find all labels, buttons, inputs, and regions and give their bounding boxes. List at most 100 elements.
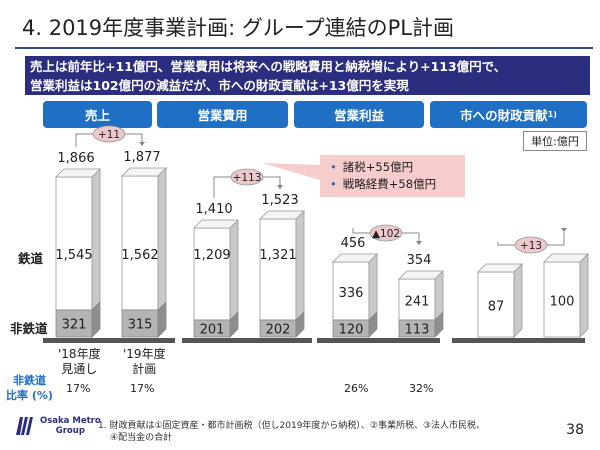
delta-label: +113 bbox=[233, 172, 262, 184]
header-fiscal-contribution: 市への財政貢献 1) bbox=[430, 101, 587, 128]
rail-value-label: 1,209 bbox=[193, 248, 230, 263]
bar-rail-segment bbox=[55, 176, 93, 311]
x-label-fy18-line1: '18年度 bbox=[58, 347, 101, 361]
header-op-profit-label: 営業利益 bbox=[333, 108, 384, 123]
rail-value-label: 1,562 bbox=[121, 248, 158, 263]
bar-rail-side bbox=[579, 253, 589, 338]
delta-bubble bbox=[230, 168, 264, 186]
summary-box: 売上は前年比+11億円、営業費用は将来への戦略費用と納税増により+113億円で、… bbox=[25, 56, 590, 95]
delta-bubble bbox=[92, 125, 126, 143]
bar-top-face bbox=[477, 263, 523, 273]
total-value-label: 1,410 bbox=[195, 202, 232, 217]
row-label-nonrail: 非鉄道 bbox=[10, 321, 48, 336]
bar-top-face bbox=[55, 168, 101, 178]
rail-value-label: 241 bbox=[405, 295, 430, 310]
total-value-label: 1,877 bbox=[123, 150, 160, 165]
ground-line bbox=[317, 338, 440, 343]
x-label-fy18: '18年度 見通し bbox=[58, 347, 101, 377]
header-op-profit: 営業利益 bbox=[294, 101, 424, 128]
ratio-label-line2: 比率 (%) bbox=[6, 389, 53, 402]
bar-rail-segment bbox=[332, 261, 370, 321]
header-opex-label: 営業費用 bbox=[197, 108, 248, 123]
bar-rail-side bbox=[295, 210, 305, 321]
bar-top-face bbox=[332, 253, 378, 263]
ratio-profit-fy18: 26% bbox=[344, 382, 369, 395]
nonrail-value-label: 315 bbox=[128, 318, 153, 333]
total-value-label: 354 bbox=[407, 253, 432, 268]
x-label-fy19-line1: '19年度 bbox=[123, 347, 166, 361]
ratio-label-line1: 非鉄道 bbox=[12, 374, 46, 387]
ratio-sales-fy19: 17% bbox=[130, 382, 155, 395]
unit-label: 単位:億円 bbox=[523, 131, 587, 151]
nonrail-value-label: 202 bbox=[266, 323, 291, 338]
rail-value-label: 1,321 bbox=[259, 248, 296, 263]
bar-rail-side bbox=[157, 167, 167, 311]
ratio-sales-fy18: 17% bbox=[66, 382, 91, 395]
bar-rail-segment bbox=[121, 175, 159, 311]
ground-line bbox=[43, 338, 175, 343]
callout-item: • 諸税+55億円 bbox=[330, 159, 465, 176]
logo-text: Osaka Metro Group bbox=[40, 416, 101, 436]
bar-nonrail-side bbox=[229, 311, 239, 338]
bar-nonrail-side bbox=[295, 311, 305, 338]
total-value-label: 456 bbox=[341, 236, 366, 251]
page-title: 4. 2019年度事業計画: グループ連結のPL計画 bbox=[22, 16, 455, 40]
x-label-fy19: '19年度 計画 bbox=[123, 347, 166, 377]
callout-pointer bbox=[262, 163, 320, 180]
company-logo: Osaka Metro Group bbox=[14, 415, 101, 437]
bar-rail-side bbox=[513, 263, 523, 338]
bar-rail-segment bbox=[543, 261, 581, 338]
ratio-profit-fy19: 32% bbox=[409, 382, 434, 395]
bar-rail-side bbox=[368, 253, 378, 321]
nonrail-value-label: 113 bbox=[405, 323, 430, 338]
summary-line-2: 営業利益は102億円の減益だが、市への財政貢献は+13億円を実現 bbox=[30, 78, 409, 93]
delta-bubble bbox=[369, 224, 403, 242]
callout-item-text: 諸税+55億円 bbox=[342, 160, 414, 174]
callout-box: • 諸税+55億円 • 戦略経費+58億円 bbox=[320, 155, 465, 197]
osaka-metro-logo-icon bbox=[16, 417, 33, 435]
x-label-fy18-line2: 見通し bbox=[61, 362, 98, 376]
delta-label: +11 bbox=[98, 129, 120, 141]
footnote: 1. 財政貢献は①固定資産・都市計画税（但し2019年度から納税）、②事業所税、… bbox=[98, 420, 485, 444]
bar-top-face bbox=[121, 167, 167, 177]
nonrail-value-label: 321 bbox=[62, 318, 87, 333]
logo-line1: Osaka Metro bbox=[40, 416, 101, 426]
delta-bubble bbox=[514, 236, 548, 254]
bar-top-face bbox=[193, 219, 239, 229]
bar-rail-segment bbox=[477, 271, 515, 338]
delta-label: +13 bbox=[520, 240, 542, 252]
title-divider bbox=[15, 47, 593, 49]
bar-top-face bbox=[398, 270, 444, 280]
rail-value-label: 1,545 bbox=[55, 248, 92, 263]
delta-label: ▲102 bbox=[372, 228, 400, 240]
bar-top-face bbox=[543, 253, 589, 263]
rail-value-label: 100 bbox=[550, 295, 575, 310]
summary-line-1: 売上は前年比+11億円、営業費用は将来への戦略費用と納税増により+113億円で、 bbox=[30, 59, 507, 74]
nonrail-ratio-label: 非鉄道 比率 (%) bbox=[6, 373, 53, 403]
callout-item: • 戦略経費+58億円 bbox=[330, 176, 465, 193]
page-number: 38 bbox=[566, 422, 584, 438]
logo-line2: Group bbox=[55, 426, 85, 436]
header-sales: 売上 bbox=[43, 101, 152, 128]
x-label-fy19-line2: 計画 bbox=[132, 362, 157, 376]
bar-rail-segment bbox=[193, 227, 231, 321]
bar-nonrail-side bbox=[434, 311, 444, 338]
rail-value-label: 336 bbox=[339, 286, 364, 301]
bar-rail-segment bbox=[398, 278, 436, 321]
ground-line bbox=[182, 338, 312, 343]
footnote-line2: ④配当金の合計 bbox=[110, 433, 173, 443]
bar-nonrail-side bbox=[91, 301, 101, 338]
header-fiscal-contribution-label: 市への財政貢献 bbox=[460, 108, 548, 123]
callout-item-text: 戦略経費+58億円 bbox=[342, 177, 437, 191]
arrow-head-icon bbox=[139, 142, 145, 146]
bar-top-face bbox=[259, 210, 305, 220]
arrow-head-icon bbox=[561, 228, 567, 232]
nonrail-value-label: 120 bbox=[339, 323, 364, 338]
bar-nonrail-segment bbox=[55, 309, 93, 338]
bar-rail-side bbox=[91, 168, 101, 311]
bar-rail-segment bbox=[259, 218, 297, 321]
bullet-icon: • bbox=[330, 177, 337, 191]
total-value-label: 1,866 bbox=[57, 151, 94, 166]
total-value-label: 1,523 bbox=[261, 193, 298, 208]
